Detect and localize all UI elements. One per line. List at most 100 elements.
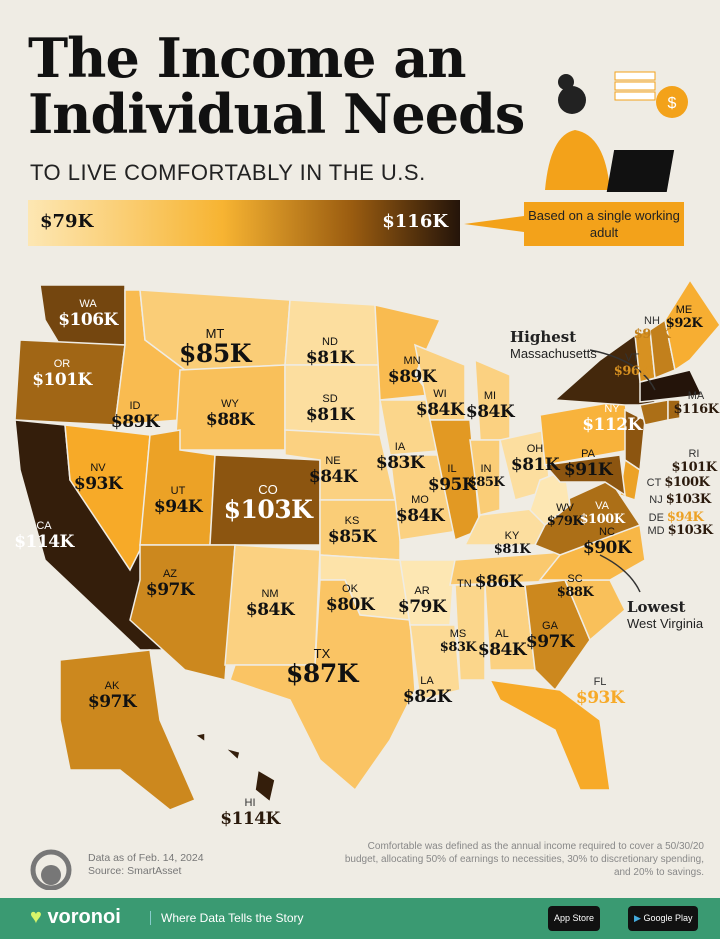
state-label-hi: HI $114K xyxy=(220,797,280,829)
state-label-ri: RI $101K xyxy=(672,448,717,475)
state-ri xyxy=(667,399,681,421)
state-abbr: MI xyxy=(483,390,497,402)
subtitle: TO LIVE COMFORTABLY IN THE U.S. xyxy=(30,160,426,185)
state-value: $114K xyxy=(220,809,280,829)
state-ct xyxy=(639,399,669,426)
state-in xyxy=(469,439,501,516)
data-source: Source: SmartAsset xyxy=(88,865,182,877)
state-label-nc: NC $90K xyxy=(583,526,632,558)
state-hi xyxy=(224,747,241,762)
state-label-mt: MT $85K xyxy=(179,327,251,368)
state-value: $94K xyxy=(153,497,203,517)
state-ak xyxy=(59,649,196,811)
state-value: $81K xyxy=(305,405,355,425)
state-abbr: CT xyxy=(646,477,662,489)
state-value: $89K xyxy=(387,367,437,387)
state-value: $91K xyxy=(563,460,613,480)
state-abbr: CO xyxy=(258,482,278,497)
google-play-button[interactable]: ▶ Google Play xyxy=(628,906,699,931)
state-value: $85K xyxy=(467,475,505,490)
state-label-vt: VT $96K xyxy=(613,352,651,379)
state-abbr: ND xyxy=(322,336,338,348)
state-abbr: OK xyxy=(342,583,358,595)
state-abbr: IN xyxy=(480,463,492,475)
state-abbr: AL xyxy=(495,628,509,640)
state-value: $95K xyxy=(427,475,477,495)
state-value: $84K xyxy=(308,467,358,487)
state-md xyxy=(543,454,626,497)
color-legend: $79K $116K xyxy=(28,200,460,246)
state-value: $98K xyxy=(633,327,671,342)
state-value: $85K xyxy=(327,527,377,547)
state-abbr: WV xyxy=(556,502,574,514)
state-abbr: MA xyxy=(687,390,705,402)
source-info: Data as of Feb. 14, 2024 Source: SmartAs… xyxy=(88,852,204,878)
state-label-ak: AK $97K xyxy=(88,680,137,712)
highest-label: Highest xyxy=(510,328,577,346)
state-value: $103K xyxy=(223,495,313,524)
state-label-il: IL $95K xyxy=(427,463,477,495)
state-abbr: MS xyxy=(449,628,467,640)
state-me xyxy=(664,278,720,372)
state-value: $79K xyxy=(397,597,447,617)
state-abbr: NV xyxy=(90,462,106,474)
state-label-pa: PA $91K xyxy=(563,448,613,480)
lowest-label: Lowest xyxy=(627,598,686,616)
state-abbr: NH xyxy=(644,315,660,327)
state-label-mn: MN $89K xyxy=(387,355,437,387)
app-store-label: App Store xyxy=(554,913,595,923)
state-value: $86K xyxy=(474,572,524,592)
state-label-id: ID $89K xyxy=(111,400,160,432)
lowest-note: Lowest West Virginia xyxy=(627,598,703,631)
state-label-oh: OH $81K xyxy=(511,443,560,475)
state-label-ca: CA $114K xyxy=(14,520,74,552)
state-label-nv: NV $93K xyxy=(74,462,123,494)
voronoi-logo[interactable]: ♥ voronoi xyxy=(30,906,121,929)
state-label-md: MD $103K xyxy=(647,521,713,539)
state-abbr: PA xyxy=(581,448,595,460)
state-label-mi: MI $84K xyxy=(465,390,515,422)
state-abbr: SC xyxy=(567,573,583,585)
state-label-nm: NM $84K xyxy=(246,588,295,620)
tagline: Where Data Tells the Story xyxy=(150,911,304,925)
state-value: $84K xyxy=(465,402,515,422)
state-value: $114K xyxy=(14,532,74,552)
state-label-ok: OK $80K xyxy=(325,583,375,615)
state-abbr: NY xyxy=(604,403,620,415)
state-value: $80K xyxy=(325,595,375,615)
state-value: $84K xyxy=(395,506,445,526)
state-label-ia: IA $83K xyxy=(376,441,425,473)
state-abbr: AK xyxy=(104,680,120,692)
state-value: $85K xyxy=(179,339,251,368)
app-store-button[interactable]: App Store xyxy=(548,906,601,931)
state-abbr: VT xyxy=(624,352,640,364)
state-label-ne: NE $84K xyxy=(308,455,358,487)
state-label-ny: NY $112K xyxy=(582,403,642,435)
state-abbr: GA xyxy=(542,620,558,632)
state-label-ut: UT $94K xyxy=(153,485,203,517)
highest-note: Highest Massachusetts xyxy=(510,328,597,361)
state-value: $103K xyxy=(667,523,713,538)
legend-max: $116K xyxy=(382,211,448,232)
state-abbr: WI xyxy=(433,388,447,400)
state-value: $100K xyxy=(579,512,625,527)
state-label-co: CO $103K xyxy=(223,482,313,524)
state-abbr: WA xyxy=(79,298,97,310)
state-value: $106K xyxy=(58,310,118,330)
state-value: $94K xyxy=(666,510,704,525)
state-value: $87K xyxy=(286,659,358,688)
svg-text:$: $ xyxy=(668,95,677,112)
state-label-mo: MO $84K xyxy=(395,494,445,526)
state-abbr: MO xyxy=(411,494,429,506)
state-label-ga: GA $97K xyxy=(526,620,575,652)
state-label-in: IN $85K xyxy=(467,463,505,490)
state-label-la: LA $82K xyxy=(403,675,452,707)
state-label-ms: MS $83K xyxy=(440,628,477,655)
state-abbr: KS xyxy=(344,515,360,527)
state-value: $116K xyxy=(673,402,719,417)
state-label-ar: AR $79K xyxy=(397,585,447,617)
state-abbr: TN xyxy=(457,578,472,590)
state-tx xyxy=(229,579,416,792)
state-value: $96K xyxy=(613,364,651,379)
highest-state: Massachusetts xyxy=(510,346,597,361)
